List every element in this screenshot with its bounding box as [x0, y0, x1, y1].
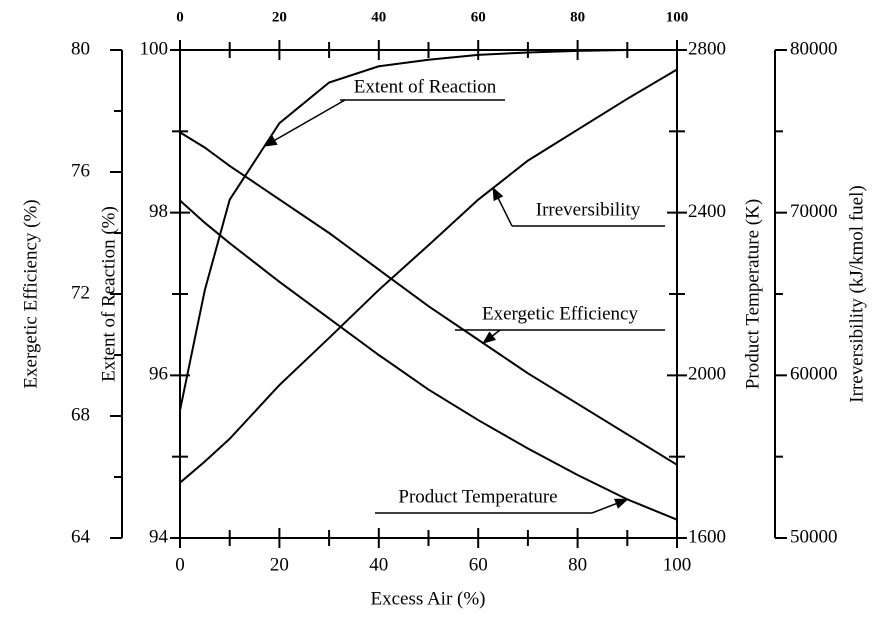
y-tick-label: 2800: [688, 38, 726, 59]
y-tick-label: 50000: [790, 526, 838, 547]
y-tick-label: 98: [149, 201, 168, 222]
x-top-tick-label: 0: [176, 9, 184, 25]
y-tick-label: 70000: [790, 201, 838, 222]
label-arrow: [482, 329, 501, 344]
y-tick-label: 64: [71, 526, 91, 547]
y-tick-label: 80000: [790, 38, 838, 59]
series-line: [179, 49, 677, 411]
y-axis-label: Extent of Reaction (%): [98, 206, 119, 382]
label-arrow: [591, 498, 629, 514]
series-label: Extent of Reaction: [354, 76, 497, 97]
y-tick-label: 72: [71, 282, 90, 303]
x-top-tick-label: 60: [471, 9, 486, 25]
y-tick-label: 100: [140, 38, 169, 59]
y-axis-label: Exergetic Efficiency (%): [20, 199, 41, 388]
series-line: [179, 199, 678, 521]
y-axis-label: Irreversibility (kJ/kmol fuel): [846, 185, 867, 402]
y-tick-label: 2400: [688, 201, 726, 222]
x-tick-label: 20: [270, 554, 289, 575]
y-tick-label: 68: [71, 404, 90, 425]
series-label: Exergetic Efficiency: [482, 303, 638, 324]
x-top-tick-label: 80: [570, 9, 585, 25]
y-tick-label: 76: [71, 160, 90, 181]
x-tick-label: 40: [369, 554, 388, 575]
x-tick-label: 60: [469, 554, 488, 575]
x-axis-label: Excess Air (%): [370, 588, 485, 609]
label-arrow: [492, 186, 513, 227]
y-tick-label: 1600: [688, 526, 726, 547]
x-top-tick-label: 40: [371, 9, 386, 25]
x-top-tick-label: 20: [272, 9, 287, 25]
y-tick-label: 60000: [790, 364, 838, 385]
series-line: [179, 68, 678, 484]
series-label: Product Temperature: [398, 486, 557, 507]
y-tick-label: 94: [149, 526, 169, 547]
series-label: Irreversibility: [536, 199, 641, 220]
x-tick-label: 80: [568, 554, 587, 575]
x-tick-label: 0: [175, 554, 185, 575]
x-tick-label: 100: [663, 554, 692, 575]
y-axis-label: Product Temperature (K): [742, 199, 763, 389]
y-tick-label: 2000: [688, 364, 726, 385]
series-line: [179, 131, 678, 466]
label-arrow: [263, 99, 346, 147]
y-tick-label: 96: [149, 364, 168, 385]
y-tick-label: 80: [71, 38, 90, 59]
x-top-tick-label: 100: [666, 9, 689, 25]
